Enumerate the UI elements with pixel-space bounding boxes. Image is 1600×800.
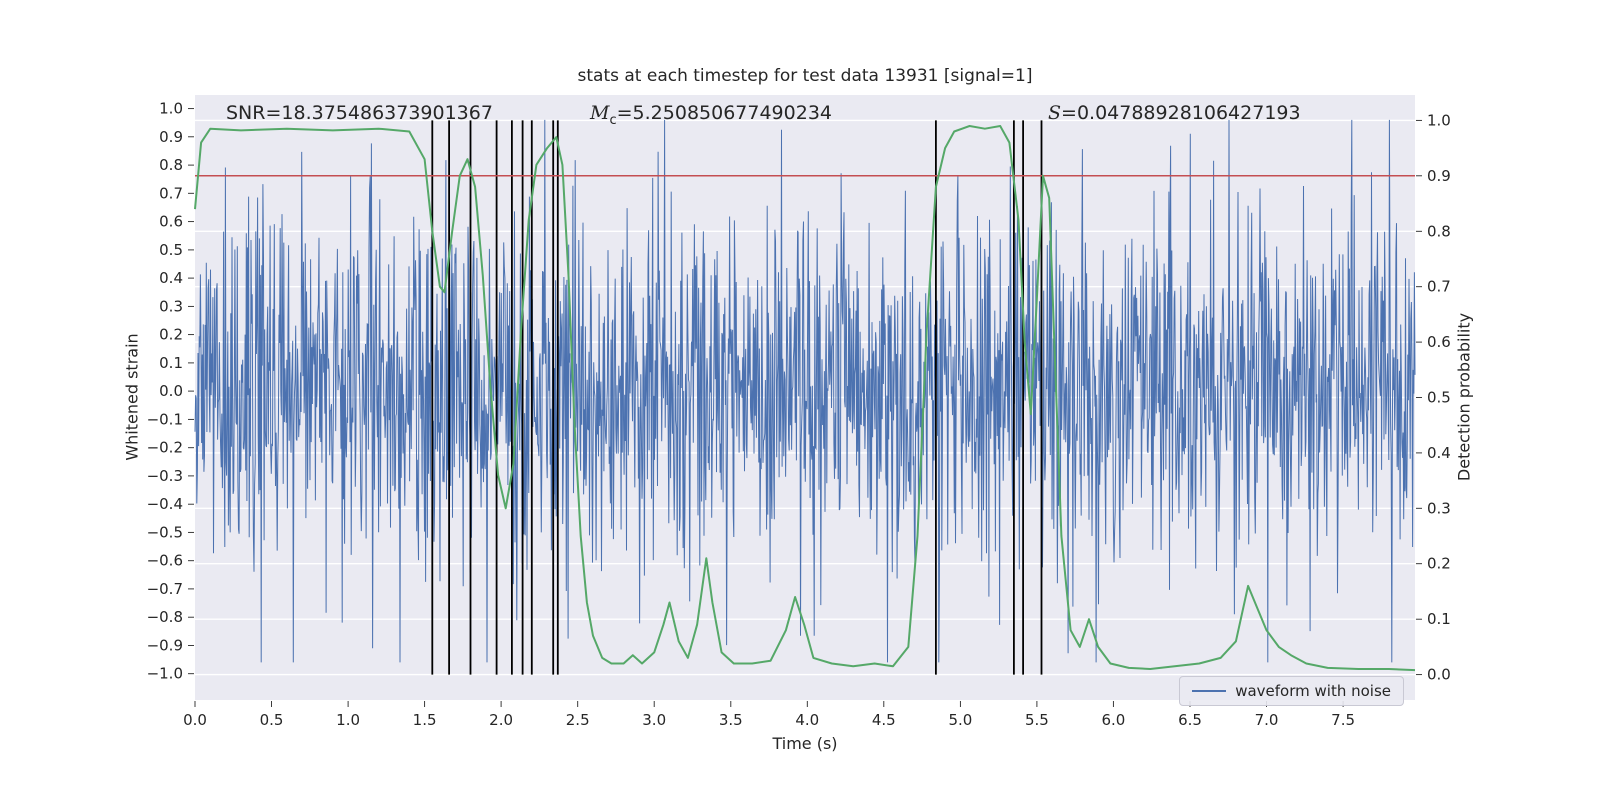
x-tick-label: 3.5 — [719, 711, 743, 729]
x-tick-label: 4.0 — [795, 711, 819, 729]
y-left-tick-label: −0.6 — [147, 552, 183, 570]
y-left-tick-label: 0.1 — [159, 354, 183, 372]
y-right-tick-label: 0.8 — [1427, 222, 1451, 240]
y-right-tick-label: 0.7 — [1427, 278, 1451, 296]
y-left-tick-label: 0.2 — [159, 326, 183, 344]
legend-label: waveform with noise — [1235, 682, 1391, 700]
x-axis-label: Time (s) — [772, 734, 838, 753]
y-right-tick-label: 0.1 — [1427, 610, 1451, 628]
legend-line-sample — [1192, 690, 1227, 692]
x-tick-label: 6.5 — [1178, 711, 1202, 729]
detection-probability-line — [194, 125, 1416, 672]
x-tick-label: 3.0 — [642, 711, 666, 729]
y-axis-left-label: Whitened strain — [122, 333, 142, 461]
y-left-tick-label: −0.2 — [147, 439, 183, 457]
y-left-tick-label: −0.8 — [147, 608, 183, 626]
legend: waveform with noise — [1179, 676, 1404, 706]
y-left-tick-label: 0.3 — [159, 297, 183, 315]
annotation-snr: SNR=18.375486373901367 — [226, 102, 493, 124]
y-right-tick-label: 0.9 — [1427, 167, 1451, 185]
y-right-tick-label: 0.2 — [1427, 555, 1451, 573]
y-left-tick-label: −0.1 — [147, 410, 183, 428]
x-tick-label: 7.0 — [1255, 711, 1279, 729]
x-tick-label: 7.5 — [1331, 711, 1355, 729]
y-right-tick-label: 0.4 — [1427, 444, 1451, 462]
y-left-tick-label: 0.6 — [159, 213, 183, 231]
x-tick-label: 2.5 — [566, 711, 590, 729]
y-left-tick-label: −0.3 — [147, 467, 183, 485]
x-tick-label: 6.0 — [1101, 711, 1125, 729]
y-right-tick-label: 0.0 — [1427, 666, 1451, 684]
x-tick-label: 2.0 — [489, 711, 513, 729]
x-tick-label: 5.0 — [948, 711, 972, 729]
chart-title: stats at each timestep for test data 139… — [577, 66, 1033, 86]
y-left-tick-label: 0.0 — [159, 382, 183, 400]
x-tick-label: 1.0 — [336, 711, 360, 729]
y-left-tick-label: 0.7 — [159, 184, 183, 202]
y-right-tick-label: 0.3 — [1427, 499, 1451, 517]
x-tick-label: 0.5 — [260, 711, 284, 729]
x-tick-label: 1.5 — [413, 711, 437, 729]
y-left-tick-label: 0.9 — [159, 128, 183, 146]
x-tick-label: 4.5 — [872, 711, 896, 729]
y-left-tick-label: 0.4 — [159, 269, 183, 287]
y-left-tick-label: −0.5 — [147, 523, 183, 541]
annotation-chirp-mass: Mc=5.250850677490234 — [590, 102, 832, 128]
y-axis-right-label: Detection probability — [1454, 312, 1474, 482]
y-left-tick-label: −0.9 — [147, 637, 183, 655]
y-right-tick-label: 1.0 — [1427, 111, 1451, 129]
y-left-tick-label: −0.4 — [147, 495, 183, 513]
y-left-tick-label: 1.0 — [159, 100, 183, 118]
y-left-tick-label: −0.7 — [147, 580, 183, 598]
y-left-tick-label: 0.5 — [159, 241, 183, 259]
x-tick-label: 5.5 — [1025, 711, 1049, 729]
annotation-s-value: S=0.04788928106427193 — [1048, 102, 1301, 124]
y-right-tick-label: 0.5 — [1427, 389, 1451, 407]
y-left-tick-label: −1.0 — [147, 665, 183, 683]
y-right-tick-label: 0.6 — [1427, 333, 1451, 351]
x-tick-label: 0.0 — [183, 711, 207, 729]
y-left-tick-label: 0.8 — [159, 156, 183, 174]
noise-waveform-line — [194, 119, 1416, 663]
